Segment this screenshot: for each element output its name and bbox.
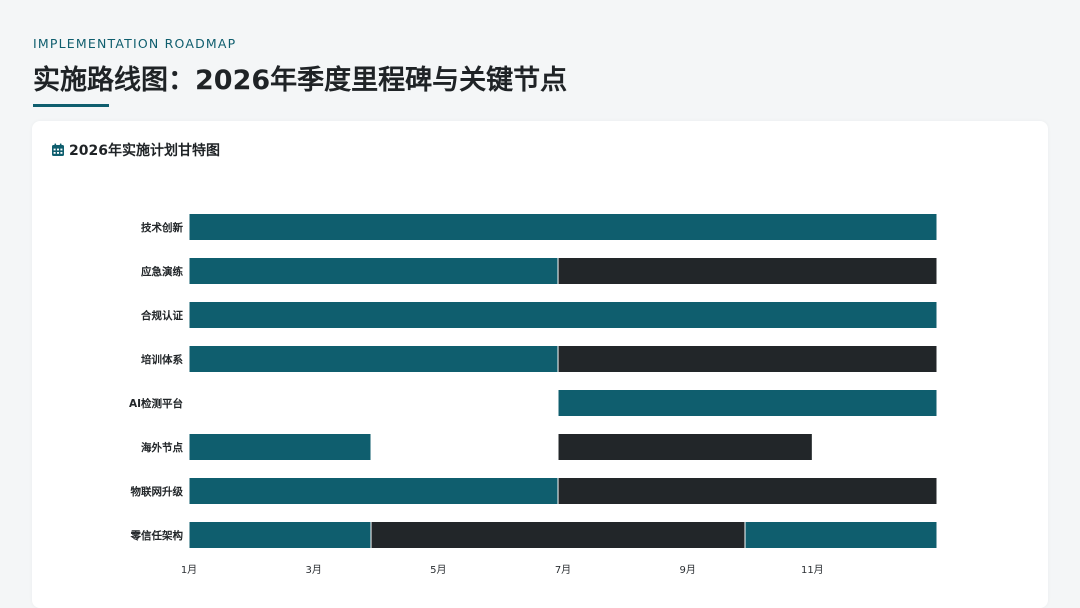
gantt-bar-segment: [745, 522, 937, 548]
gantt-bar-segment: [558, 258, 937, 284]
category-label: 应急演练: [141, 265, 183, 278]
gantt-bar-segment: [558, 390, 937, 416]
category-label: 技术创新: [141, 221, 183, 234]
x-tick-label: 5月: [430, 564, 446, 576]
category-label: 培训体系: [141, 353, 183, 366]
x-tick-label: 3月: [305, 564, 321, 576]
gantt-bar-segment: [189, 522, 371, 548]
calendar-icon: [52, 143, 64, 156]
x-tick-label: 11月: [801, 564, 824, 576]
page-title: 实施路线图：2026年季度里程碑与关键节点: [33, 65, 568, 96]
category-label: 合规认证: [140, 309, 183, 322]
card-header: 2026年实施计划甘特图: [51, 140, 220, 160]
gantt-bars: [189, 214, 937, 548]
x-tick-label: 1月: [181, 564, 197, 576]
title-underline: [33, 104, 109, 107]
x-tick-label: 9月: [679, 564, 695, 576]
eyebrow-label: IMPLEMENTATION ROADMAP: [33, 36, 237, 51]
gantt-bar-segment: [558, 478, 937, 504]
category-label: 零信任架构: [130, 529, 184, 542]
gantt-bar-segment: [189, 214, 937, 240]
gantt-bar-segment: [189, 478, 558, 504]
gantt-bar-segment: [558, 434, 812, 460]
category-label: 物联网升级: [131, 485, 184, 498]
card-title: 2026年实施计划甘特图: [69, 143, 220, 159]
category-label: AI检测平台: [129, 397, 183, 410]
chart-card: 2026年实施计划甘特图 技术创新应急演练合规认证培训体系 AI检测平台海外节点物…: [32, 121, 1048, 608]
gantt-bar-segment: [371, 522, 745, 548]
x-tick-label: 7月: [555, 564, 571, 576]
gantt-bar-segment: [189, 258, 558, 284]
gantt-x-ticks: 1月 3月 5月 7月 9月 11月: [181, 564, 824, 576]
gantt-bar-segment: [189, 434, 371, 460]
gantt-bar-segment: [189, 302, 937, 328]
gantt-bar-segment: [558, 346, 937, 372]
gantt-bar-segment: [189, 346, 558, 372]
category-label: 海外节点: [141, 441, 183, 454]
